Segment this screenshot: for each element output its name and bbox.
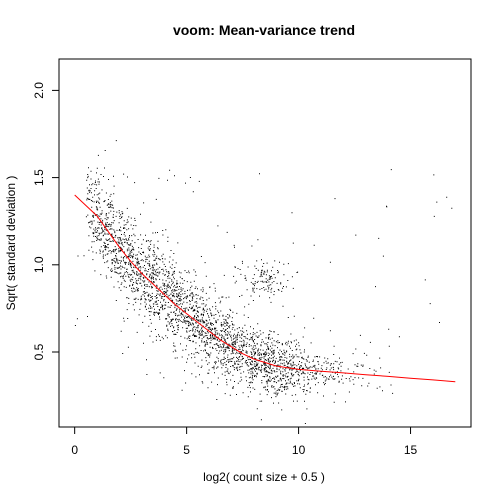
x-axis: 0 5 10 15	[71, 426, 418, 457]
y-tick-label: 1.5	[32, 169, 46, 186]
x-tick-label: 0	[71, 443, 78, 457]
y-axis-label: Sqrt( standard deviation )	[4, 176, 18, 311]
x-axis-label: log2( count size + 0.5 )	[203, 470, 325, 484]
scatter-point-cloud	[74, 140, 453, 424]
scatter-points	[74, 140, 453, 424]
trend-line-group	[74, 194, 456, 383]
y-tick-label: 1.0	[32, 256, 46, 273]
y-tick-label: 2.0	[32, 82, 46, 99]
y-axis: 0.5 1.0 1.5 2.0	[32, 82, 60, 360]
trend-line	[74, 194, 456, 383]
chart-title: voom: Mean-variance trend	[173, 22, 355, 38]
x-tick-label: 5	[183, 443, 190, 457]
x-tick-label: 10	[292, 443, 306, 457]
y-tick-label: 0.5	[32, 343, 46, 360]
x-tick-label: 15	[404, 443, 418, 457]
